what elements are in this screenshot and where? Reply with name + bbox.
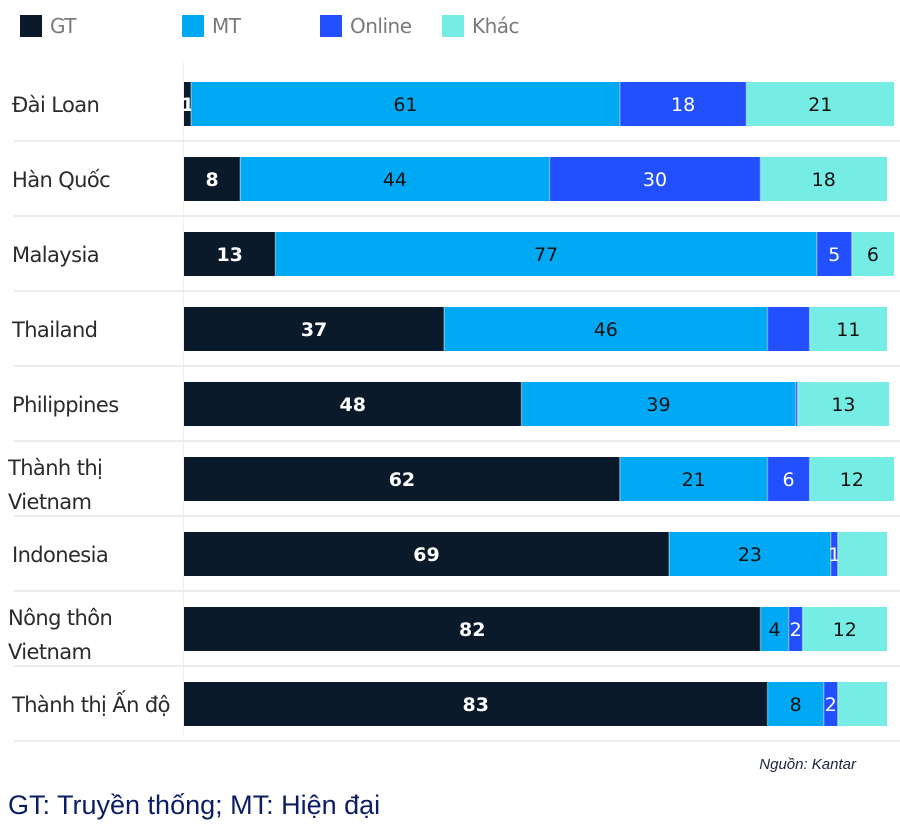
- data-label: 23: [738, 544, 762, 566]
- category-label: Vietnam: [8, 640, 91, 664]
- bar-segment-khác: [837, 682, 887, 726]
- category-label: Indonesia: [12, 543, 108, 567]
- category-label: Nông thôn: [8, 606, 112, 630]
- bar-segment-mt: [619, 457, 768, 501]
- category-label: Vietnam: [8, 490, 91, 514]
- bar-segment-gt: [184, 532, 670, 576]
- bar-segment-online: [619, 82, 747, 126]
- data-label: 46: [594, 319, 618, 341]
- bar-segment-mt: [191, 82, 620, 126]
- bar-segment-khác: [760, 157, 887, 201]
- bar-segment-mt: [275, 232, 817, 276]
- data-label: 83: [463, 694, 489, 716]
- data-label: 5: [828, 244, 840, 266]
- category-label: Malaysia: [12, 243, 99, 267]
- bar-segment-mt: [521, 382, 796, 426]
- bar-segment-khác: [802, 607, 887, 651]
- category-label: Thailand: [11, 318, 97, 342]
- legend-swatch: [182, 15, 204, 37]
- data-label: 2: [825, 694, 837, 716]
- legend-label: GT: [50, 14, 77, 38]
- data-label: 12: [840, 469, 864, 491]
- data-label: 4: [768, 619, 780, 641]
- bar-segment-online: [795, 382, 798, 426]
- bar-segment-gt: [184, 82, 192, 126]
- chart-legend: GT MT Online Khác: [20, 12, 620, 40]
- data-label: 21: [808, 94, 832, 116]
- data-label: 77: [534, 244, 558, 266]
- bar-segment-mt: [444, 307, 768, 351]
- bar-segment-online: [830, 532, 838, 576]
- legend-item-mt: MT: [182, 12, 241, 40]
- data-label: 12: [833, 619, 857, 641]
- data-label: 6: [867, 244, 879, 266]
- bar-segment-gt: [184, 382, 522, 426]
- bar-segment-khác: [797, 382, 890, 426]
- bar-segment-mt: [240, 157, 550, 201]
- data-label: 61: [393, 94, 417, 116]
- data-label: 1: [181, 94, 194, 116]
- legend-item-online: Online: [320, 12, 412, 40]
- bar-segment-online: [816, 232, 852, 276]
- legend-swatch: [20, 15, 42, 37]
- bar-segment-online: [788, 607, 803, 651]
- category-label: Thành thị: [7, 456, 102, 480]
- bar-segment-gt: [184, 457, 620, 501]
- bar-segment-gt: [184, 307, 445, 351]
- bar-segment-khác: [809, 457, 895, 501]
- bar-segment-mt: [767, 682, 824, 726]
- bar-segment-khác: [837, 532, 887, 576]
- data-label: 48: [339, 394, 365, 416]
- data-label: 44: [383, 169, 407, 191]
- data-label: 13: [831, 394, 855, 416]
- data-label: 69: [413, 544, 439, 566]
- bar-segment-khác: [809, 307, 887, 351]
- legend-label: MT: [212, 14, 241, 38]
- bar-segment-online: [767, 307, 810, 351]
- data-label: 8: [790, 694, 802, 716]
- data-label: 13: [216, 244, 242, 266]
- data-label: 39: [646, 394, 670, 416]
- data-label: 30: [643, 169, 667, 191]
- category-label: Đài Loan: [12, 93, 99, 117]
- data-label: 37: [301, 319, 327, 341]
- bar-segment-online: [549, 157, 761, 201]
- data-label: 21: [682, 469, 706, 491]
- data-label: 2: [790, 619, 802, 641]
- category-label: Hàn Quốc: [12, 168, 110, 192]
- data-label: 8: [206, 169, 219, 191]
- bar-segment-gt: [184, 232, 276, 276]
- data-label: 1: [828, 544, 840, 566]
- footnote: GT: Truyền thống; MT: Hiện đại: [8, 790, 381, 820]
- bar-segment-online: [823, 682, 838, 726]
- legend-item-khác: Khác: [442, 12, 520, 40]
- data-label: 18: [812, 169, 836, 191]
- source-note: Nguồn: Kantar: [759, 756, 856, 773]
- data-label: 6: [783, 469, 795, 491]
- legend-swatch: [442, 15, 464, 37]
- data-label: 11: [836, 319, 860, 341]
- bar-segment-gt: [184, 157, 241, 201]
- bar-segment-khác: [746, 82, 895, 126]
- data-label: 82: [459, 619, 485, 641]
- legend-item-gt: GT: [20, 12, 77, 40]
- bar-segment-khác: [851, 232, 895, 276]
- bar-segment-mt: [760, 607, 789, 651]
- bar-segment-mt: [669, 532, 831, 576]
- data-label: 18: [671, 94, 695, 116]
- data-label: 62: [389, 469, 415, 491]
- category-label: Philippines: [12, 393, 119, 417]
- legend-label: Online: [350, 14, 412, 38]
- bar-segment-online: [767, 457, 810, 501]
- legend-swatch: [320, 15, 342, 37]
- category-label: Thành thị Ấn độ: [11, 690, 170, 717]
- legend-label: Khác: [472, 14, 520, 38]
- bar-segment-gt: [184, 682, 768, 726]
- bar-segment-gt: [184, 607, 761, 651]
